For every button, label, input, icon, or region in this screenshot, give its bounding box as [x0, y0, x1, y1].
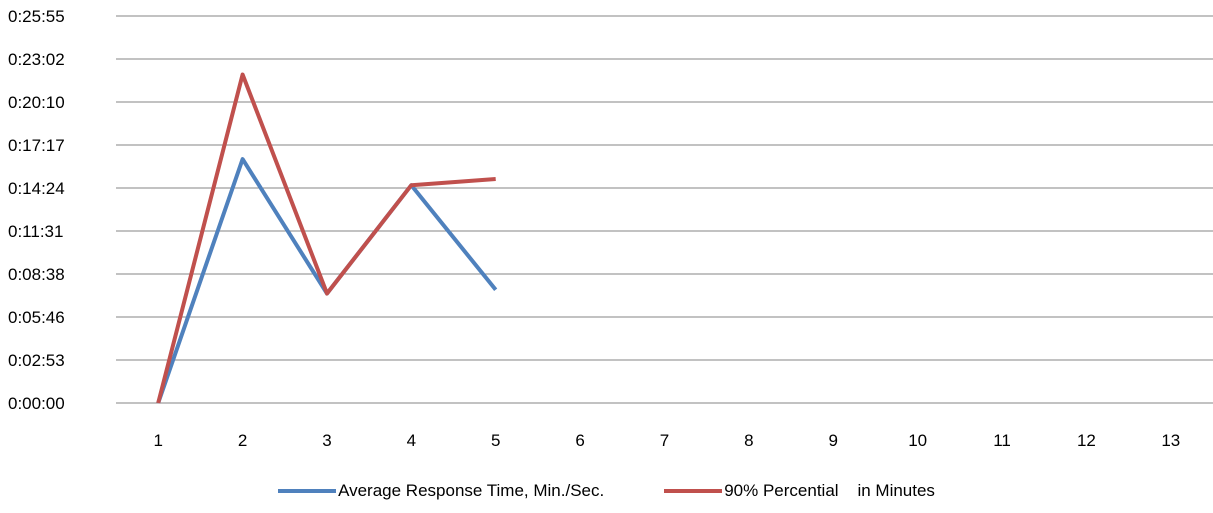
y-tick-label: 0:05:46: [8, 308, 65, 327]
x-tick-label: 13: [1161, 431, 1180, 450]
chart-plot-area: 0:00:00 0:02:53 0:05:46 0:08:38 0:11:31 0:14:…: [8, 7, 1213, 450]
x-tick-label: 4: [407, 431, 416, 450]
x-tick-label: 3: [322, 431, 331, 450]
x-tick-label: 9: [829, 431, 838, 450]
series-line-1: [156, 72, 496, 404]
legend-label-90-percentile: 90% Percential in Minutes: [724, 481, 935, 500]
legend-swatch-average-response: [278, 489, 337, 493]
y-tick-label: 0:14:24: [8, 179, 65, 198]
legend-item-90-percentile: 90% Percential in Minutes: [664, 481, 935, 501]
x-tick-label: 11: [993, 431, 1011, 450]
x-tick-label: 10: [908, 431, 927, 450]
legend-swatch-90-percentile: [664, 489, 723, 493]
legend-item-average-response: Average Response Time, Min./Sec.: [278, 481, 604, 501]
y-tick-label: 0:25:55: [8, 7, 65, 26]
chart-legend: Average Response Time, Min./Sec. 90% Per…: [0, 478, 1213, 504]
x-tick-label: 12: [1077, 431, 1096, 450]
series-line-0: [156, 157, 498, 404]
legend-label-average-response: Average Response Time, Min./Sec.: [338, 481, 605, 500]
y-tick-label: 0:17:17: [8, 136, 65, 155]
x-tick-label: 8: [744, 431, 753, 450]
y-tick-label: 0:02:53: [8, 351, 65, 370]
x-tick-label: 5: [491, 431, 500, 450]
y-tick-label: 0:20:10: [8, 93, 65, 112]
y-tick-label: 0:00:00: [8, 394, 65, 413]
x-tick-label: 6: [575, 431, 584, 450]
y-tick-label: 0:08:38: [8, 265, 65, 284]
y-tick-label: 0:23:02: [8, 50, 65, 69]
x-tick-label: 7: [660, 431, 669, 450]
y-tick-label: 0:11:31: [8, 222, 63, 241]
x-tick-label: 2: [238, 431, 247, 450]
x-tick-label: 1: [153, 431, 162, 450]
